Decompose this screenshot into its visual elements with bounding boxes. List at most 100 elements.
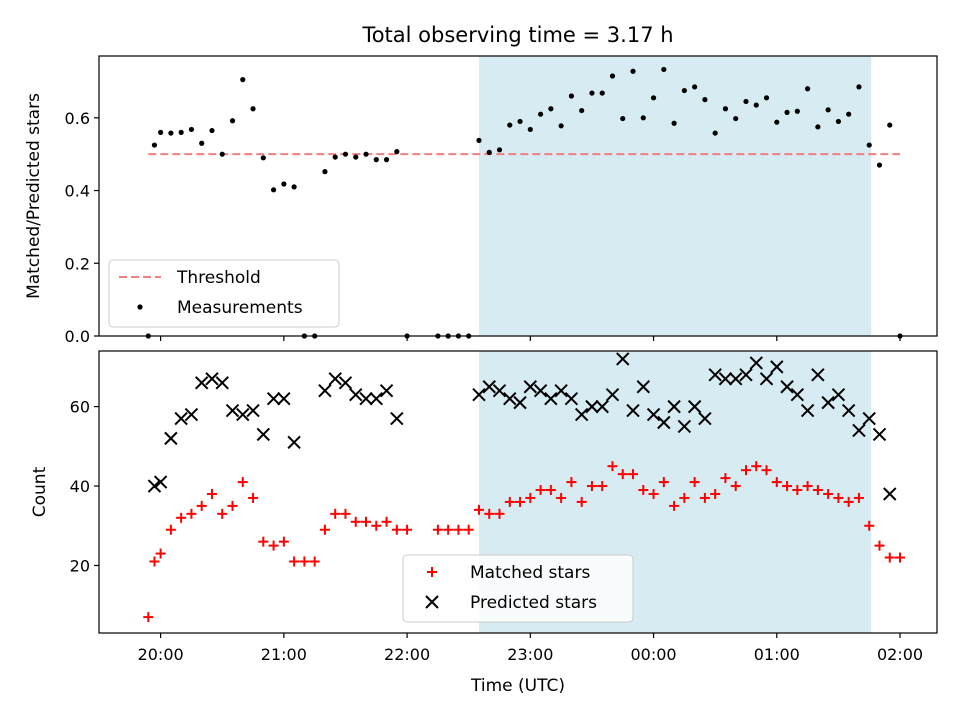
measurement-point bbox=[784, 109, 790, 115]
matched-star-point bbox=[149, 556, 160, 567]
measurement-point bbox=[322, 169, 328, 175]
matched-star-point bbox=[823, 488, 834, 499]
measurement-point bbox=[151, 142, 158, 148]
matched-star-point bbox=[617, 469, 628, 480]
top-x-axis-ticks bbox=[160, 336, 901, 341]
predicted-star-point bbox=[677, 419, 692, 434]
measurement-point bbox=[887, 122, 893, 128]
matched-star-point bbox=[812, 485, 823, 496]
chart-title: Total observing time = 3.17 h bbox=[361, 23, 673, 47]
measurement-point bbox=[835, 118, 842, 125]
matched-star-point bbox=[176, 512, 187, 523]
measurement-point bbox=[363, 151, 369, 157]
matched-star-point bbox=[227, 500, 238, 511]
y-tick-label: 0.0 bbox=[65, 327, 90, 346]
predicted-star-point bbox=[318, 384, 332, 398]
matched-star-point bbox=[484, 508, 495, 519]
matched-star-point bbox=[833, 492, 844, 503]
matched-star-point bbox=[494, 508, 505, 519]
predicted-star-point bbox=[215, 376, 229, 390]
predicted-star-point bbox=[729, 372, 743, 386]
measurement-point bbox=[260, 155, 266, 161]
shaded-span bbox=[478, 56, 872, 336]
measurement-point bbox=[763, 95, 770, 101]
predicted-star-point bbox=[831, 387, 846, 402]
legend-measurements-label: Measurements bbox=[177, 298, 303, 318]
predicted-star-point bbox=[718, 372, 733, 386]
measurement-point bbox=[168, 130, 174, 136]
measurement-point bbox=[661, 66, 667, 73]
predicted-star-point bbox=[359, 391, 373, 406]
measurement-point bbox=[250, 106, 256, 112]
predicted-star-point bbox=[739, 368, 753, 382]
measurement-point bbox=[229, 118, 236, 124]
measurement-point bbox=[486, 149, 492, 155]
matched-star-point bbox=[751, 461, 762, 472]
matched-star-point bbox=[155, 548, 166, 559]
matched-star-point bbox=[802, 481, 813, 492]
measurement-point bbox=[825, 107, 831, 113]
measurement-point bbox=[753, 102, 759, 108]
top-legend: Threshold Measurements bbox=[108, 259, 340, 328]
predicted-star-point bbox=[770, 360, 784, 374]
measurement-point bbox=[640, 115, 646, 121]
matched-star-point bbox=[330, 508, 341, 519]
measurement-point bbox=[681, 87, 687, 94]
legend-matched-swatch bbox=[427, 567, 437, 577]
predicted-star-point bbox=[266, 391, 281, 406]
measurement-point bbox=[548, 106, 554, 112]
measurement-point bbox=[579, 107, 585, 114]
measurement-point bbox=[568, 93, 575, 99]
measurement-point bbox=[702, 97, 708, 103]
predicted-star-point bbox=[147, 479, 162, 493]
predicted-star-point bbox=[482, 380, 496, 394]
measurement-point bbox=[332, 154, 338, 160]
top-panel: 0.0 0.2 0.4 0.6 Matched/Predicted stars Thr… bbox=[24, 55, 938, 346]
matched-star-point bbox=[566, 477, 577, 488]
bottom-panel: 20 40 60 20:00 21:00 22:00 23:00 00:00 01:00 02:… bbox=[30, 350, 938, 696]
matched-star-point bbox=[864, 520, 875, 531]
predicted-star-point bbox=[513, 395, 527, 410]
predicted-star-point bbox=[338, 376, 353, 390]
measurement-point bbox=[599, 90, 605, 96]
predicted-star-point bbox=[328, 372, 342, 386]
measurement-point bbox=[270, 187, 277, 193]
matched-star-point bbox=[884, 552, 895, 563]
matched-star-point bbox=[206, 488, 217, 499]
x-tick-label: 21:00 bbox=[261, 645, 307, 664]
top-y-axis-label: Matched/Predicted stars bbox=[24, 93, 44, 299]
y-tick-label: 0.6 bbox=[65, 109, 90, 128]
matched-star-point bbox=[535, 485, 546, 496]
measurement-point bbox=[671, 120, 677, 126]
matched-star-point bbox=[391, 524, 402, 535]
legend-predicted-label: Predicted stars bbox=[470, 593, 597, 613]
measurement-point bbox=[630, 68, 636, 74]
matched-star-point bbox=[525, 492, 536, 503]
measurement-point bbox=[496, 147, 503, 153]
matched-star-point bbox=[289, 556, 300, 567]
measurement-point bbox=[609, 73, 616, 79]
legend-predicted-swatch bbox=[425, 595, 439, 609]
matched-star-point bbox=[853, 492, 864, 503]
matched-star-point bbox=[473, 504, 484, 515]
bottom-y-axis-ticks: 20 40 60 bbox=[70, 398, 99, 575]
measurement-point bbox=[240, 77, 246, 83]
predicted-star-point bbox=[472, 387, 486, 402]
matched-star-point bbox=[628, 469, 639, 480]
matched-stars-series bbox=[143, 461, 906, 623]
matched-star-point bbox=[217, 508, 228, 519]
measurement-point bbox=[527, 126, 533, 133]
matched-star-point bbox=[196, 500, 207, 511]
matched-star-point bbox=[361, 516, 372, 527]
matched-star-point bbox=[669, 500, 680, 511]
matched-star-point bbox=[309, 556, 320, 567]
measurement-point bbox=[178, 129, 184, 135]
measurement-point bbox=[815, 124, 821, 130]
matched-star-point bbox=[453, 524, 464, 535]
x-tick-label: 02:00 bbox=[877, 645, 923, 664]
predicted-star-point bbox=[492, 384, 507, 398]
measurement-point bbox=[219, 151, 225, 157]
matched-star-point bbox=[340, 508, 351, 519]
predicted-star-point bbox=[164, 431, 178, 446]
predicted-star-point bbox=[646, 407, 661, 422]
